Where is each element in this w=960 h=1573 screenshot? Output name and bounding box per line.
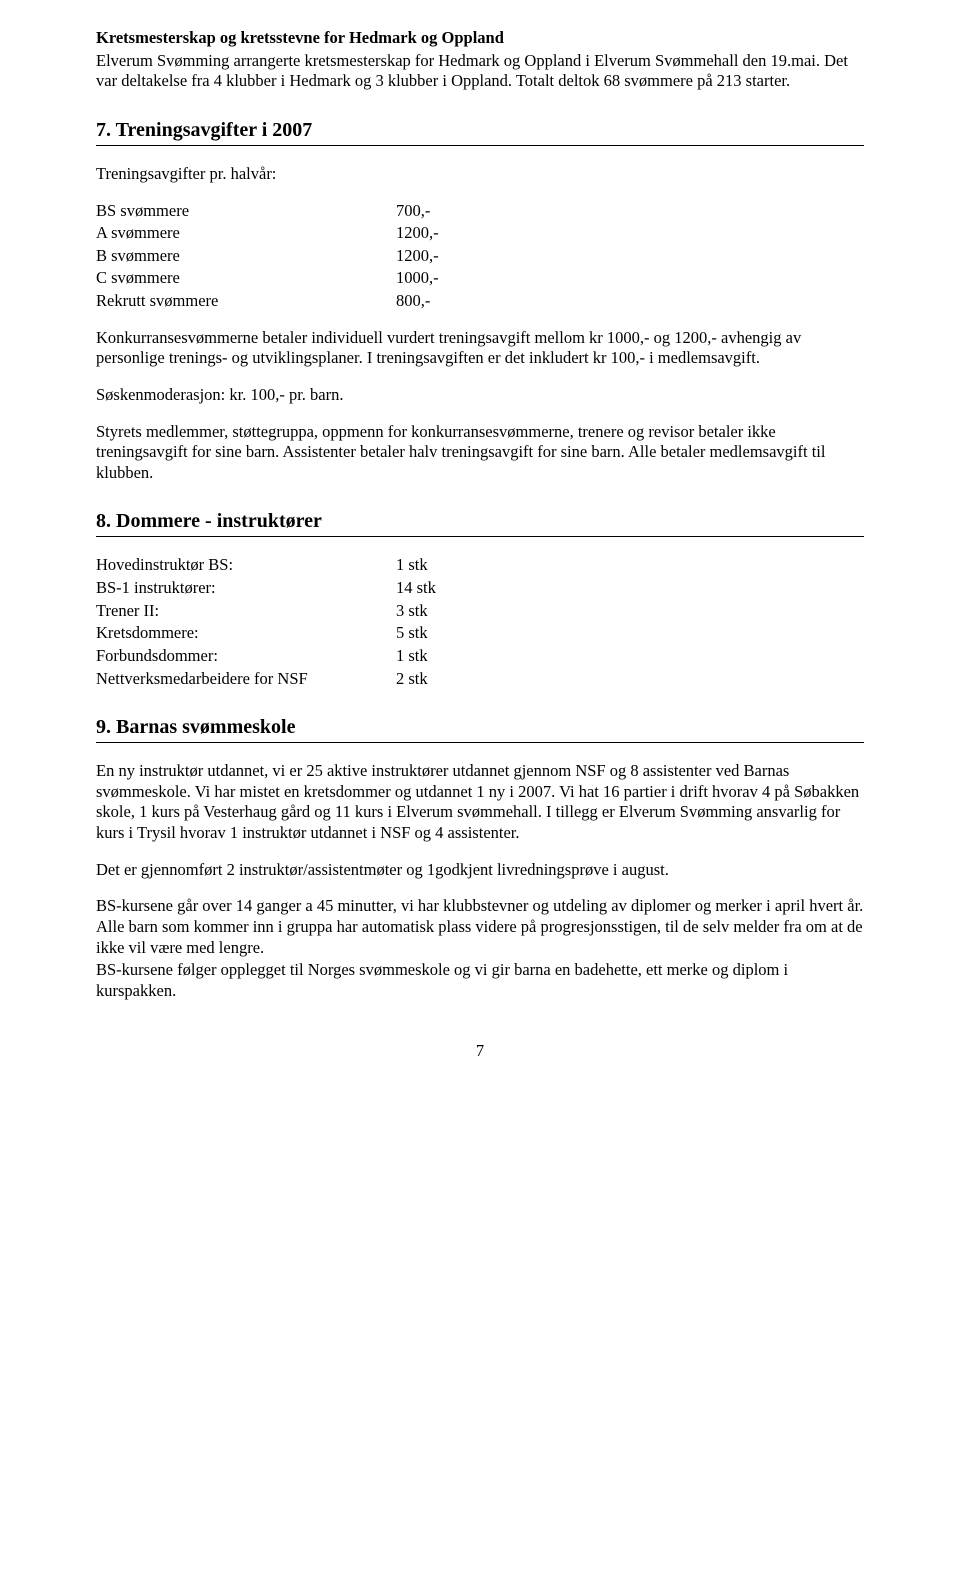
row-label: Hovedinstruktør BS: [96, 555, 396, 576]
row-value: 5 stk [396, 623, 864, 644]
row-value: 2 stk [396, 669, 864, 690]
row-label: BS-1 instruktører: [96, 578, 396, 599]
section-9-p4: BS-kursene følger opplegget til Norges s… [96, 960, 864, 1001]
row-label: Trener II: [96, 601, 396, 622]
section-8-rule [96, 536, 864, 537]
section-9-p1: En ny instruktør utdannet, vi er 25 akti… [96, 761, 864, 844]
section-7-p1: Konkurransesvømmerne betaler individuell… [96, 328, 864, 369]
fee-value: 800,- [396, 291, 864, 312]
section-7-rule [96, 145, 864, 146]
fee-label: C svømmere [96, 268, 396, 289]
section-9-rule [96, 742, 864, 743]
section-7-p3: Styrets medlemmer, støttegruppa, oppmenn… [96, 422, 864, 484]
fee-value: 1200,- [396, 246, 864, 267]
row-label: Nettverksmedarbeidere for NSF [96, 669, 396, 690]
fee-label: BS svømmere [96, 201, 396, 222]
intro-title: Kretsmesterskap og kretsstevne for Hedma… [96, 28, 864, 49]
section-8-heading: 8. Dommere - instruktører [96, 509, 864, 534]
section-7-heading: 7. Treningsavgifter i 2007 [96, 118, 864, 143]
fee-label: B svømmere [96, 246, 396, 267]
section-9-p2: Det er gjennomført 2 instruktør/assisten… [96, 860, 864, 881]
section-9-p3: BS-kursene går over 14 ganger a 45 minut… [96, 896, 864, 958]
fee-label: A svømmere [96, 223, 396, 244]
row-value: 1 stk [396, 646, 864, 667]
row-value: 1 stk [396, 555, 864, 576]
row-value: 14 stk [396, 578, 864, 599]
fee-label: Rekrutt svømmere [96, 291, 396, 312]
instructors-table: Hovedinstruktør BS: 1 stk BS-1 instruktø… [96, 555, 864, 689]
fees-table: BS svømmere 700,- A svømmere 1200,- B sv… [96, 201, 864, 312]
row-label: Forbundsdommer: [96, 646, 396, 667]
fee-value: 700,- [396, 201, 864, 222]
section-7-p2: Søskenmoderasjon: kr. 100,- pr. barn. [96, 385, 864, 406]
fee-value: 1000,- [396, 268, 864, 289]
row-value: 3 stk [396, 601, 864, 622]
row-label: Kretsdommere: [96, 623, 396, 644]
fee-value: 1200,- [396, 223, 864, 244]
intro-body: Elverum Svømming arrangerte kretsmesters… [96, 51, 864, 92]
section-7-subhead: Treningsavgifter pr. halvår: [96, 164, 864, 185]
document-page: Kretsmesterskap og kretsstevne for Hedma… [0, 0, 960, 1573]
page-number: 7 [96, 1041, 864, 1062]
section-9-heading: 9. Barnas svømmeskole [96, 715, 864, 740]
